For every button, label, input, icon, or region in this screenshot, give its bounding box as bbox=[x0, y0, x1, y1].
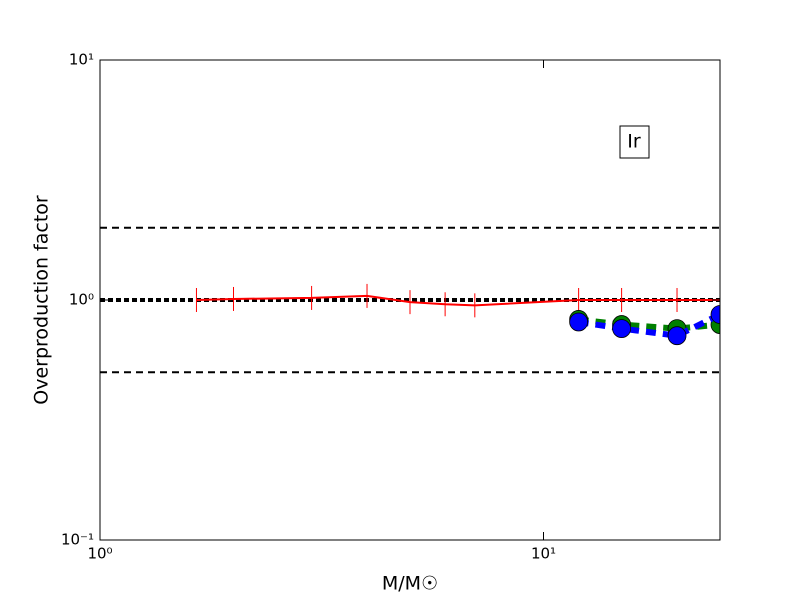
marker bbox=[569, 312, 589, 332]
y-tick-label: 10⁰ bbox=[69, 291, 94, 309]
annotation-box bbox=[619, 125, 650, 159]
annotation: Ir bbox=[627, 131, 641, 153]
y-tick-label: 10⁻¹ bbox=[61, 531, 94, 549]
y-tick-label: 10¹ bbox=[69, 51, 94, 69]
x-axis-label: M/M☉ bbox=[382, 573, 438, 595]
x-tick-label: 10¹ bbox=[531, 545, 556, 563]
marker bbox=[612, 319, 632, 339]
x-tick-label: 10⁰ bbox=[87, 545, 112, 563]
plot-area bbox=[100, 226, 720, 374]
marker bbox=[667, 326, 687, 346]
y-axis-label: Overproduction factor bbox=[31, 195, 53, 405]
marker bbox=[710, 305, 720, 324]
series-line bbox=[578, 311, 720, 339]
